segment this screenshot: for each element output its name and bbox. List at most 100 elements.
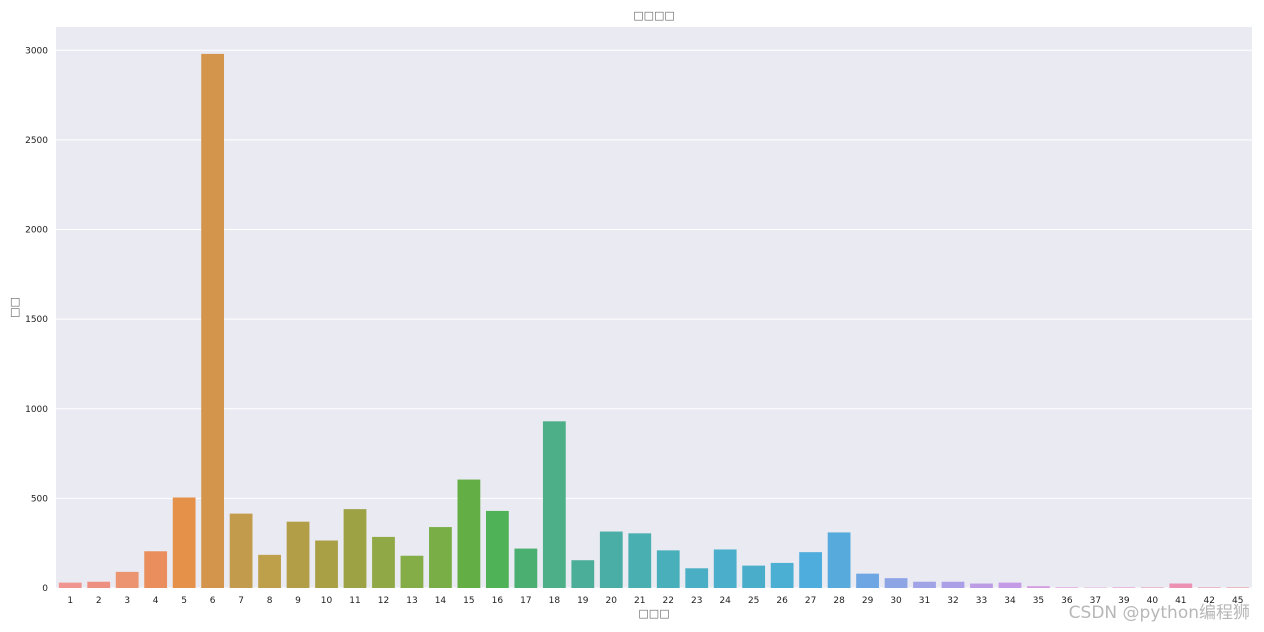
bar xyxy=(571,560,595,588)
x-tick-label: 10 xyxy=(321,596,333,606)
x-tick-label: 33 xyxy=(976,596,987,606)
bar xyxy=(599,531,623,588)
x-tick-label: 8 xyxy=(267,596,273,606)
x-tick-label: 17 xyxy=(520,596,531,606)
x-tick-label: 1 xyxy=(67,596,73,606)
y-tick-label: 2500 xyxy=(25,136,48,146)
plot-area xyxy=(56,27,1252,588)
bar xyxy=(1112,587,1136,588)
x-tick-label: 21 xyxy=(634,596,645,606)
y-axis-label: □□ xyxy=(8,297,21,318)
x-tick-label: 7 xyxy=(238,596,244,606)
x-tick-label: 42 xyxy=(1204,596,1215,606)
x-tick-label: 6 xyxy=(210,596,216,606)
bar xyxy=(970,583,993,588)
bar xyxy=(1197,587,1221,588)
y-tick-label: 2000 xyxy=(25,226,48,236)
bar xyxy=(343,509,367,588)
x-tick-label: 28 xyxy=(833,596,845,606)
x-tick-label: 5 xyxy=(181,596,187,606)
x-tick-labels: 1 2 3 4 5 6 7 8 9 10 11 12 13 14 15 16 17 18 19 20 21 22 23 24 2… xyxy=(67,596,1243,606)
bar xyxy=(799,552,823,588)
bar xyxy=(229,513,253,588)
bars xyxy=(58,53,1250,588)
bar xyxy=(941,581,965,588)
y-tick-label: 1500 xyxy=(25,315,48,325)
x-tick-label: 34 xyxy=(1004,596,1016,606)
x-tick-label: 36 xyxy=(1061,596,1073,606)
x-tick-label: 27 xyxy=(805,596,816,606)
bar xyxy=(713,549,737,588)
x-tick-label: 22 xyxy=(663,596,674,606)
bar xyxy=(144,551,168,588)
x-tick-label: 13 xyxy=(406,596,417,606)
bar xyxy=(172,497,196,588)
x-tick-label: 19 xyxy=(577,596,589,606)
bar xyxy=(770,562,794,588)
x-tick-label: 26 xyxy=(776,596,788,606)
bar xyxy=(542,421,566,588)
bar xyxy=(485,510,509,588)
bar xyxy=(913,581,936,588)
bar xyxy=(201,53,225,588)
y-tick-label: 500 xyxy=(31,494,48,504)
gridlines xyxy=(56,49,1252,589)
bar xyxy=(884,578,908,588)
y-tick-label: 1000 xyxy=(25,405,48,415)
y-tick-label: 0 xyxy=(42,584,48,594)
x-tick-label: 32 xyxy=(947,596,958,606)
bar xyxy=(58,582,82,588)
bar xyxy=(1140,587,1164,588)
bar xyxy=(315,540,338,588)
bar xyxy=(87,581,111,588)
bar xyxy=(429,527,452,588)
x-tick-label: 9 xyxy=(295,596,301,606)
x-axis-label: □□□ xyxy=(638,607,669,620)
bar xyxy=(372,536,395,588)
x-tick-label: 23 xyxy=(691,596,702,606)
x-tick-label: 24 xyxy=(719,596,731,606)
x-tick-label: 14 xyxy=(435,596,447,606)
bar xyxy=(115,571,139,588)
bar xyxy=(998,582,1022,588)
bar xyxy=(1169,583,1193,588)
bar xyxy=(742,565,766,588)
x-tick-label: 18 xyxy=(549,596,561,606)
x-tick-label: 12 xyxy=(378,596,389,606)
x-tick-label: 40 xyxy=(1147,596,1159,606)
bar xyxy=(856,573,879,588)
y-tick-labels: 0 500 1000 1500 2000 2500 3000 xyxy=(25,46,48,594)
bar xyxy=(1055,587,1079,588)
bar xyxy=(400,555,424,588)
bar xyxy=(628,533,652,588)
x-tick-label: 31 xyxy=(919,596,930,606)
x-tick-label: 4 xyxy=(153,596,159,606)
x-tick-label: 16 xyxy=(492,596,504,606)
bar xyxy=(1027,586,1050,588)
x-tick-label: 45 xyxy=(1232,596,1243,606)
x-tick-label: 20 xyxy=(606,596,618,606)
x-tick-label: 25 xyxy=(748,596,759,606)
x-tick-label: 30 xyxy=(890,596,902,606)
x-tick-label: 29 xyxy=(862,596,874,606)
watermark-text: CSDN @python编程狮 xyxy=(1068,603,1250,623)
x-tick-label: 35 xyxy=(1033,596,1044,606)
chart-title: □□□□ xyxy=(633,9,675,22)
x-tick-label: 11 xyxy=(349,596,360,606)
x-tick-label: 15 xyxy=(463,596,474,606)
x-tick-label: 37 xyxy=(1090,596,1101,606)
bar xyxy=(514,548,538,588)
bar xyxy=(258,554,281,588)
bar xyxy=(286,521,310,588)
bar xyxy=(685,568,709,588)
bar xyxy=(1226,587,1250,588)
bar xyxy=(827,532,851,588)
bar xyxy=(656,550,680,588)
x-tick-label: 41 xyxy=(1175,596,1186,606)
x-tick-label: 2 xyxy=(96,596,102,606)
bar xyxy=(457,479,481,588)
x-tick-label: 3 xyxy=(124,596,130,606)
y-tick-label: 3000 xyxy=(25,46,48,56)
x-tick-label: 39 xyxy=(1118,596,1130,606)
